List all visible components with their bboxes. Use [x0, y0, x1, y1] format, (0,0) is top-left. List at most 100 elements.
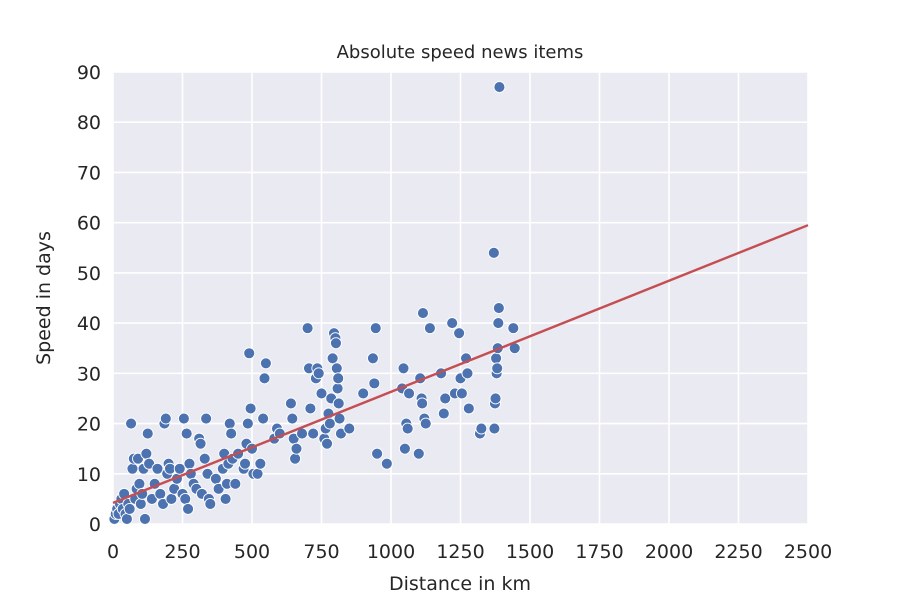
data-point [241, 417, 254, 430]
y-tick-label: 30 [77, 363, 101, 385]
data-point [419, 417, 432, 430]
y-tick-label: 50 [77, 263, 101, 285]
data-point [301, 322, 314, 335]
data-point [258, 372, 271, 385]
data-point [165, 492, 178, 505]
data-point [331, 382, 344, 395]
data-point [397, 362, 410, 375]
data-point [200, 412, 213, 425]
data-point [315, 387, 328, 400]
x-tick-label: 1500 [506, 541, 554, 563]
data-point [140, 447, 153, 460]
data-point [371, 447, 384, 460]
data-point [490, 352, 503, 365]
data-point [330, 362, 343, 375]
x-tick-label: 2500 [784, 541, 832, 563]
data-point [139, 513, 151, 525]
data-point [507, 322, 520, 335]
data-point [323, 417, 336, 430]
x-tick-label: 250 [164, 541, 200, 563]
data-point [304, 402, 317, 415]
data-point [357, 387, 370, 400]
data-point [368, 377, 381, 390]
data-point [416, 397, 429, 410]
x-tick-label: 0 [107, 541, 119, 563]
data-point [401, 422, 414, 435]
data-point [493, 81, 506, 94]
data-point [487, 246, 500, 259]
data-point [244, 402, 257, 415]
x-tick-label: 2250 [714, 541, 762, 563]
data-point [412, 447, 425, 460]
data-point [239, 457, 252, 470]
data-point [198, 452, 211, 465]
data-point [229, 477, 242, 490]
data-point [289, 452, 302, 465]
data-point [225, 427, 238, 440]
data-point [125, 417, 138, 430]
data-point [257, 412, 270, 425]
data-point [321, 437, 334, 450]
data-point [475, 422, 488, 435]
y-tick-label: 90 [77, 62, 101, 84]
data-point [453, 327, 466, 340]
x-tick-label: 1250 [436, 541, 484, 563]
data-point [326, 352, 339, 365]
regression-line [112, 224, 809, 505]
data-point [492, 317, 505, 330]
y-tick-label: 10 [77, 464, 101, 486]
data-point [182, 502, 195, 515]
data-point [307, 427, 320, 440]
data-point [134, 497, 147, 510]
data-point [332, 372, 345, 385]
data-point [123, 502, 136, 515]
data-point [398, 442, 411, 455]
data-point [159, 412, 172, 425]
data-point [173, 462, 186, 475]
data-point [154, 487, 167, 500]
data-point [491, 362, 504, 375]
data-point [439, 392, 452, 405]
chart-title: Absolute speed news items [337, 42, 584, 63]
y-axis-label: Speed in days [33, 231, 55, 365]
x-tick-label: 2000 [645, 541, 693, 563]
data-point [403, 387, 416, 400]
data-point [455, 387, 468, 400]
data-points [108, 81, 521, 525]
data-point [183, 457, 196, 470]
x-tick-label: 500 [234, 541, 270, 563]
data-point [369, 322, 382, 335]
data-point [177, 412, 190, 425]
data-point [194, 437, 207, 450]
y-tick-label: 70 [77, 162, 101, 184]
data-point [423, 322, 436, 335]
data-point [380, 457, 393, 470]
data-point [290, 442, 303, 455]
data-point [462, 402, 475, 415]
data-point [126, 462, 139, 475]
data-point [151, 462, 164, 475]
data-point [488, 422, 501, 435]
y-tick-label: 60 [77, 213, 101, 235]
data-point [141, 427, 154, 440]
data-point [446, 317, 459, 330]
x-tick-label: 1750 [575, 541, 623, 563]
data-point [133, 477, 146, 490]
data-point [343, 422, 356, 435]
data-point [120, 513, 133, 525]
data-point [243, 347, 256, 360]
data-point [180, 427, 193, 440]
x-axis-label: Distance in km [389, 573, 531, 595]
y-tick-label: 40 [77, 313, 101, 335]
x-tick-label: 1000 [367, 541, 415, 563]
y-tick-label: 80 [77, 112, 101, 134]
data-point [259, 357, 272, 370]
data-point [219, 492, 232, 505]
data-point [489, 392, 502, 405]
data-point [330, 337, 342, 350]
x-tick-label: 750 [303, 541, 339, 563]
data-point [312, 367, 325, 380]
data-point [254, 457, 267, 470]
data-point [209, 472, 222, 485]
